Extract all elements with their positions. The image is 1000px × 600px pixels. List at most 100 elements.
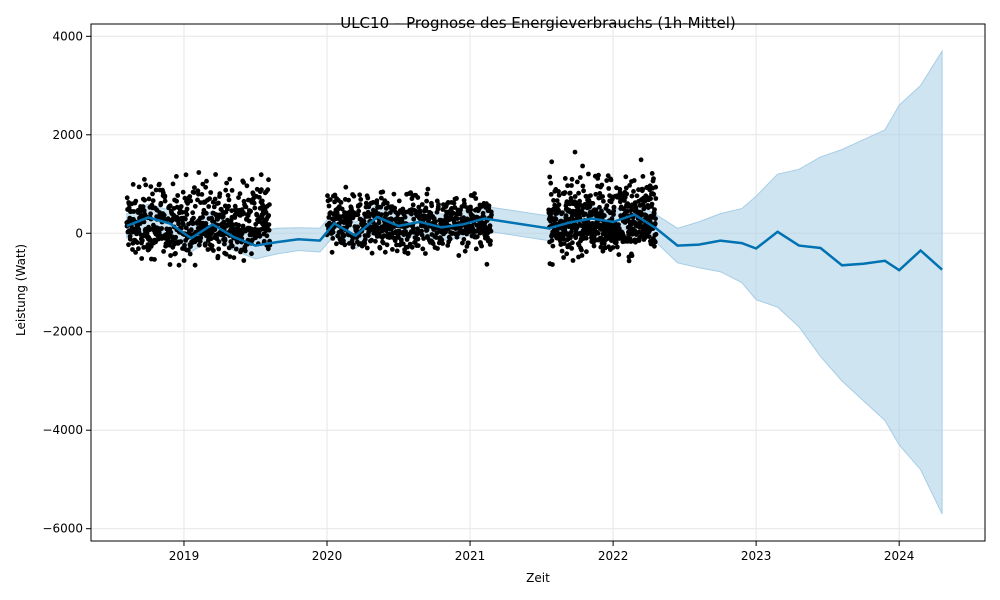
observed-point [426,216,432,222]
observed-point [261,238,267,244]
observed-point [184,212,190,218]
observed-point [258,172,264,178]
observed-point [424,227,430,233]
observed-point [547,174,553,180]
observed-point [556,202,562,208]
observed-point [584,249,589,255]
observed-point [651,176,656,182]
observed-point [133,250,139,255]
observed-point [597,204,602,210]
x-tick-label-2019: 2019 [169,549,200,563]
observed-point [173,251,178,256]
forecast-line-group [126,213,943,272]
observed-point [567,190,573,196]
observed-point [184,206,190,212]
observed-point [130,182,136,187]
observed-point [433,219,438,225]
observed-point [447,236,453,242]
observed-point [382,249,388,255]
observed-point [562,176,568,181]
observed-point [593,207,599,213]
observed-points [124,149,659,268]
observed-point [631,189,636,194]
observed-point [591,243,597,249]
observed-point [384,212,389,218]
observed-point [226,203,232,209]
observed-point [581,188,586,194]
observed-point [211,204,217,210]
observed-point [227,176,233,182]
observed-point [561,241,567,247]
observed-point [153,187,159,193]
plot-frame [90,23,986,542]
observed-point [598,244,604,250]
observed-point [182,242,187,248]
observed-point [235,239,240,245]
y-tick-label-5: −6000 [42,522,83,536]
observed-point [611,208,617,214]
observed-point [479,243,484,249]
observed-point [648,196,653,202]
observed-point [624,191,630,197]
observed-point [222,241,227,247]
observed-point [168,229,174,235]
forecast-line [126,213,943,272]
x-tick-label-2021: 2021 [455,549,486,563]
observed-point [454,234,460,240]
observed-point [338,200,344,205]
observed-point [221,219,227,225]
observed-point [579,247,584,253]
observed-point [364,245,370,251]
observed-point [569,176,575,182]
observed-point [394,248,400,254]
observed-point [597,191,603,196]
observed-point [451,200,457,206]
observed-point [378,195,384,201]
observed-point [196,242,202,248]
observed-point [162,198,168,204]
observed-point [634,193,640,199]
observed-point [229,243,235,249]
observed-point [391,191,397,197]
observed-point [415,226,420,232]
observed-point [134,240,140,246]
y-axis-label: Leistung (Watt) [14,244,28,336]
observed-point [466,240,471,246]
observed-point [420,246,426,252]
observed-point [419,202,425,207]
observed-point [241,258,247,263]
observed-point [370,200,376,205]
observed-point [212,227,218,233]
observed-point [456,253,462,258]
observed-point [440,241,445,246]
observed-point [236,222,242,228]
observed-point [203,184,209,190]
observed-point [610,196,615,202]
observed-point [192,203,198,209]
observed-point [259,198,265,204]
observed-point [251,200,257,206]
observed-point [551,198,556,203]
observed-point [553,216,559,222]
observed-point [577,198,582,204]
observed-point [174,174,179,179]
observed-point [195,197,200,203]
observed-point [410,202,416,208]
observed-point [454,196,459,201]
observed-point [562,190,568,195]
observed-point [204,178,209,184]
observed-point [550,262,555,267]
observed-point [357,202,363,207]
y-tick-label-2: 0 [75,226,83,240]
observed-point [487,223,493,229]
observed-point [259,187,264,193]
observed-point [264,233,270,239]
observed-point [380,189,386,195]
observed-point [611,204,617,210]
observed-point [175,193,181,198]
observed-point [570,240,575,246]
observed-point [148,211,154,217]
observed-point [616,222,621,228]
observed-point [565,183,570,189]
observed-point [131,226,137,232]
